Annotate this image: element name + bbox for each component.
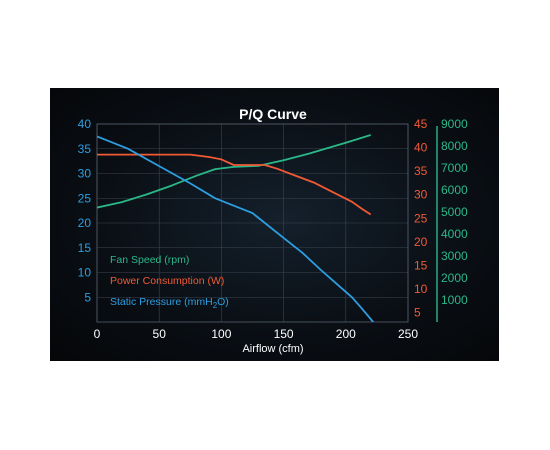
x-tick-label: 100 (211, 327, 231, 341)
speed-series-line (97, 134, 371, 209)
pressure-tick-label: 5 (84, 290, 91, 304)
power-tick-label: 15 (414, 258, 428, 272)
power-tick-label: 20 (414, 235, 428, 249)
legend-entry-pressure: Static Pressure (mmH2O) (110, 296, 229, 310)
speed-tick-label: 8000 (441, 139, 468, 153)
x-tick-label: 0 (94, 327, 101, 341)
pressure-tick-label: 25 (78, 191, 92, 205)
speed-tick-label: 7000 (441, 161, 468, 175)
series-layer (97, 134, 374, 322)
pressure-tick-label: 10 (78, 266, 92, 280)
legend: Fan Speed (rpm) Power Consumption (W) Stat… (110, 254, 229, 310)
pressure-series-line (97, 135, 374, 322)
speed-tick-label: 9000 (441, 117, 468, 131)
power-tick-label: 30 (414, 188, 428, 202)
pressure-tick-label: 20 (78, 216, 92, 230)
grid (96, 123, 409, 323)
chart-title: P/Q Curve (239, 106, 307, 122)
x-axis-label: Airflow (cfm) (242, 343, 303, 355)
x-tick-label: 150 (274, 327, 294, 341)
x-tick-label: 50 (153, 327, 167, 341)
power-tick-label: 35 (414, 164, 428, 178)
chart-panel: 0 50 100 150 200 250 5 10 15 20 25 30 35 40 5 10 15 20 25 3… (50, 88, 499, 361)
power-tick-label: 5 (414, 306, 421, 320)
speed-tick-label: 3000 (441, 249, 468, 263)
speed-tick-label: 4000 (441, 227, 468, 241)
speed-tick-label: 1000 (441, 293, 468, 307)
pressure-tick-label: 40 (78, 117, 92, 131)
speed-tick-label: 5000 (441, 205, 468, 219)
pressure-tick-label: 30 (78, 167, 92, 181)
pq-curve-chart: 0 50 100 150 200 250 5 10 15 20 25 30 35 40 5 10 15 20 25 3… (78, 106, 468, 355)
axes: 0 50 100 150 200 250 5 10 15 20 25 30 35 40 5 10 15 20 25 3… (78, 117, 468, 341)
plot-border (96, 123, 409, 323)
power-tick-label: 10 (414, 282, 428, 296)
power-series-line (97, 153, 372, 216)
pressure-tick-label: 35 (78, 142, 92, 156)
power-tick-label: 45 (414, 117, 428, 131)
speed-tick-label: 6000 (441, 183, 468, 197)
x-tick-label: 200 (336, 327, 356, 341)
legend-entry-power: Power Consumption (W) (110, 275, 224, 287)
power-tick-label: 25 (414, 211, 428, 225)
pressure-tick-label: 15 (78, 241, 92, 255)
x-tick-label: 250 (398, 327, 418, 341)
speed-tick-label: 2000 (441, 271, 468, 285)
legend-entry-speed: Fan Speed (rpm) (110, 254, 189, 266)
power-tick-label: 40 (414, 141, 428, 155)
